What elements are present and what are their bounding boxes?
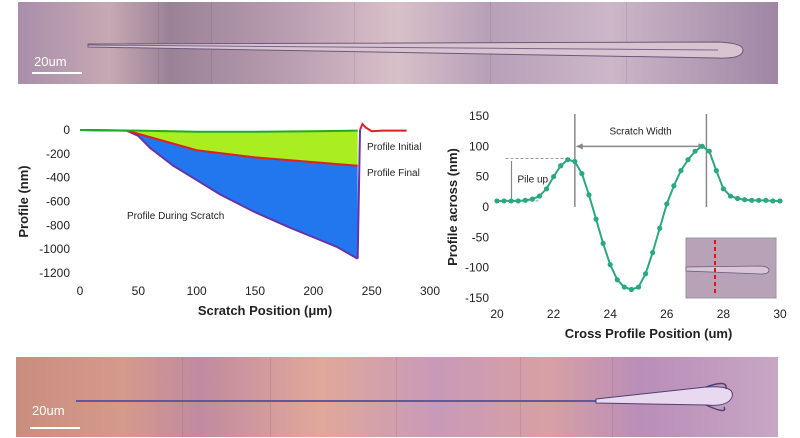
cross-profile-point xyxy=(742,197,748,203)
cross-profile-point xyxy=(586,192,592,198)
cross-profile-point xyxy=(671,183,677,189)
y-tick-label: -100 xyxy=(465,261,489,275)
x-tick-label: 30 xyxy=(773,307,787,321)
cross-profile-point xyxy=(558,163,564,169)
cross-profile-point xyxy=(642,271,649,277)
scratch-width-label: Scratch Width xyxy=(609,126,671,137)
series-line-during xyxy=(79,129,359,260)
cross-profile-point xyxy=(650,249,656,256)
y-tick-label: 0 xyxy=(482,200,489,214)
cross-profile-point xyxy=(551,174,557,180)
y-tick-label: 100 xyxy=(469,139,489,153)
y-tick-label: -800 xyxy=(46,218,70,232)
cross-profile-point xyxy=(692,148,698,154)
x-tick-label: 50 xyxy=(132,284,146,298)
cross-profile-point xyxy=(614,277,620,283)
cross-profile-point xyxy=(664,201,670,207)
scale-bar-top xyxy=(32,72,82,74)
cross-profile-point xyxy=(600,240,606,246)
x-tick-label: 200 xyxy=(303,284,323,298)
y-tick-label: -150 xyxy=(465,291,489,305)
cross-profile-point xyxy=(763,197,769,203)
scratch-micrograph-bottom: 20um xyxy=(16,357,778,437)
series-line-initial xyxy=(79,129,358,133)
label-profile-during: Profile During Scratch xyxy=(127,211,224,222)
cross-profile-point xyxy=(749,197,755,203)
y-tick-label: 150 xyxy=(469,109,489,123)
cross-profile-point xyxy=(734,195,741,202)
series-line-tail xyxy=(359,122,407,133)
x-tick-label: 26 xyxy=(660,307,674,321)
pile-up-label: Pile up xyxy=(517,175,548,186)
y-tick-label: 50 xyxy=(476,170,490,184)
cross-profile-point xyxy=(770,198,776,204)
y-tick-label: -1200 xyxy=(39,266,70,280)
cross-profile-point xyxy=(494,198,500,204)
y-tick-label: -200 xyxy=(46,147,70,161)
x-tick-label: 20 xyxy=(490,307,504,321)
cross-profile-point xyxy=(565,157,571,163)
y-tick-label: 0 xyxy=(63,123,70,137)
x-axis-label: Scratch Position (μm) xyxy=(198,303,332,318)
inset-micrograph xyxy=(685,237,777,299)
x-tick-label: 22 xyxy=(547,307,561,321)
cross-profile-point xyxy=(635,284,642,290)
cross-profile-point xyxy=(777,198,783,204)
cross-profile-point xyxy=(628,286,635,293)
x-axis-label: Cross Profile Position (um) xyxy=(565,326,733,341)
y-tick-label: -400 xyxy=(46,171,70,185)
scratch-track-top xyxy=(87,41,744,59)
cross-profile-point xyxy=(529,196,535,202)
cross-profile-point xyxy=(685,157,691,163)
x-tick-label: 250 xyxy=(362,284,382,298)
scale-label-bottom: 20um xyxy=(32,403,65,418)
cross-profile-point xyxy=(607,262,613,268)
cross-profile-point xyxy=(678,168,684,174)
y-axis-label: Profile (nm) xyxy=(16,165,31,237)
cross-profile-point xyxy=(621,284,627,290)
cross-profile-point xyxy=(522,197,528,203)
x-tick-label: 0 xyxy=(77,284,84,298)
x-tick-label: 300 xyxy=(420,284,440,298)
cross-profile-point xyxy=(515,198,521,204)
cross-profile-point xyxy=(579,171,585,177)
scratch-profile-chart: 0 50 100 150 200 250 300 0 -200 -400 -600 -800 -1000… xyxy=(16,122,440,318)
cross-profile-point xyxy=(720,186,726,192)
arrowhead-left xyxy=(575,143,583,150)
y-tick-label: -1000 xyxy=(39,242,70,256)
label-profile-final: Profile Final xyxy=(367,168,420,179)
cross-profile-point xyxy=(593,216,599,222)
cross-profile-point xyxy=(713,168,719,174)
scale-label-top: 20um xyxy=(34,54,67,69)
cross-profile-point xyxy=(727,193,734,199)
cross-profile-chart: Scratch Width Pile up 20 22 24 26 28 30 150 100 50… xyxy=(445,109,787,341)
scratch-track-bottom xyxy=(76,382,733,412)
y-axis-label: Profile across (nm) xyxy=(445,148,460,266)
label-profile-initial: Profile Initial xyxy=(367,142,421,153)
cross-profile-point xyxy=(756,197,762,203)
cross-profile-point xyxy=(572,158,578,165)
cross-profile-point xyxy=(543,186,550,192)
cross-profile-point xyxy=(536,193,543,199)
cross-profile-point xyxy=(657,225,663,231)
cross-profile-point xyxy=(706,148,712,154)
cross-profile-point xyxy=(699,143,705,149)
cross-profile-point xyxy=(508,198,514,204)
y-tick-label: -50 xyxy=(472,230,490,244)
x-tick-label: 28 xyxy=(717,307,731,321)
initial-final-fill xyxy=(80,130,358,166)
x-tick-label: 100 xyxy=(187,284,207,298)
scratch-micrograph-top: 20um xyxy=(18,2,778,84)
x-tick-label: 24 xyxy=(604,307,618,321)
scale-bar-bottom xyxy=(30,427,80,429)
y-tick-label: -600 xyxy=(46,195,70,209)
cross-profile-point xyxy=(501,198,507,204)
inset-scratch xyxy=(685,265,770,275)
x-tick-label: 150 xyxy=(245,284,265,298)
scratch-end-edge xyxy=(356,129,361,259)
